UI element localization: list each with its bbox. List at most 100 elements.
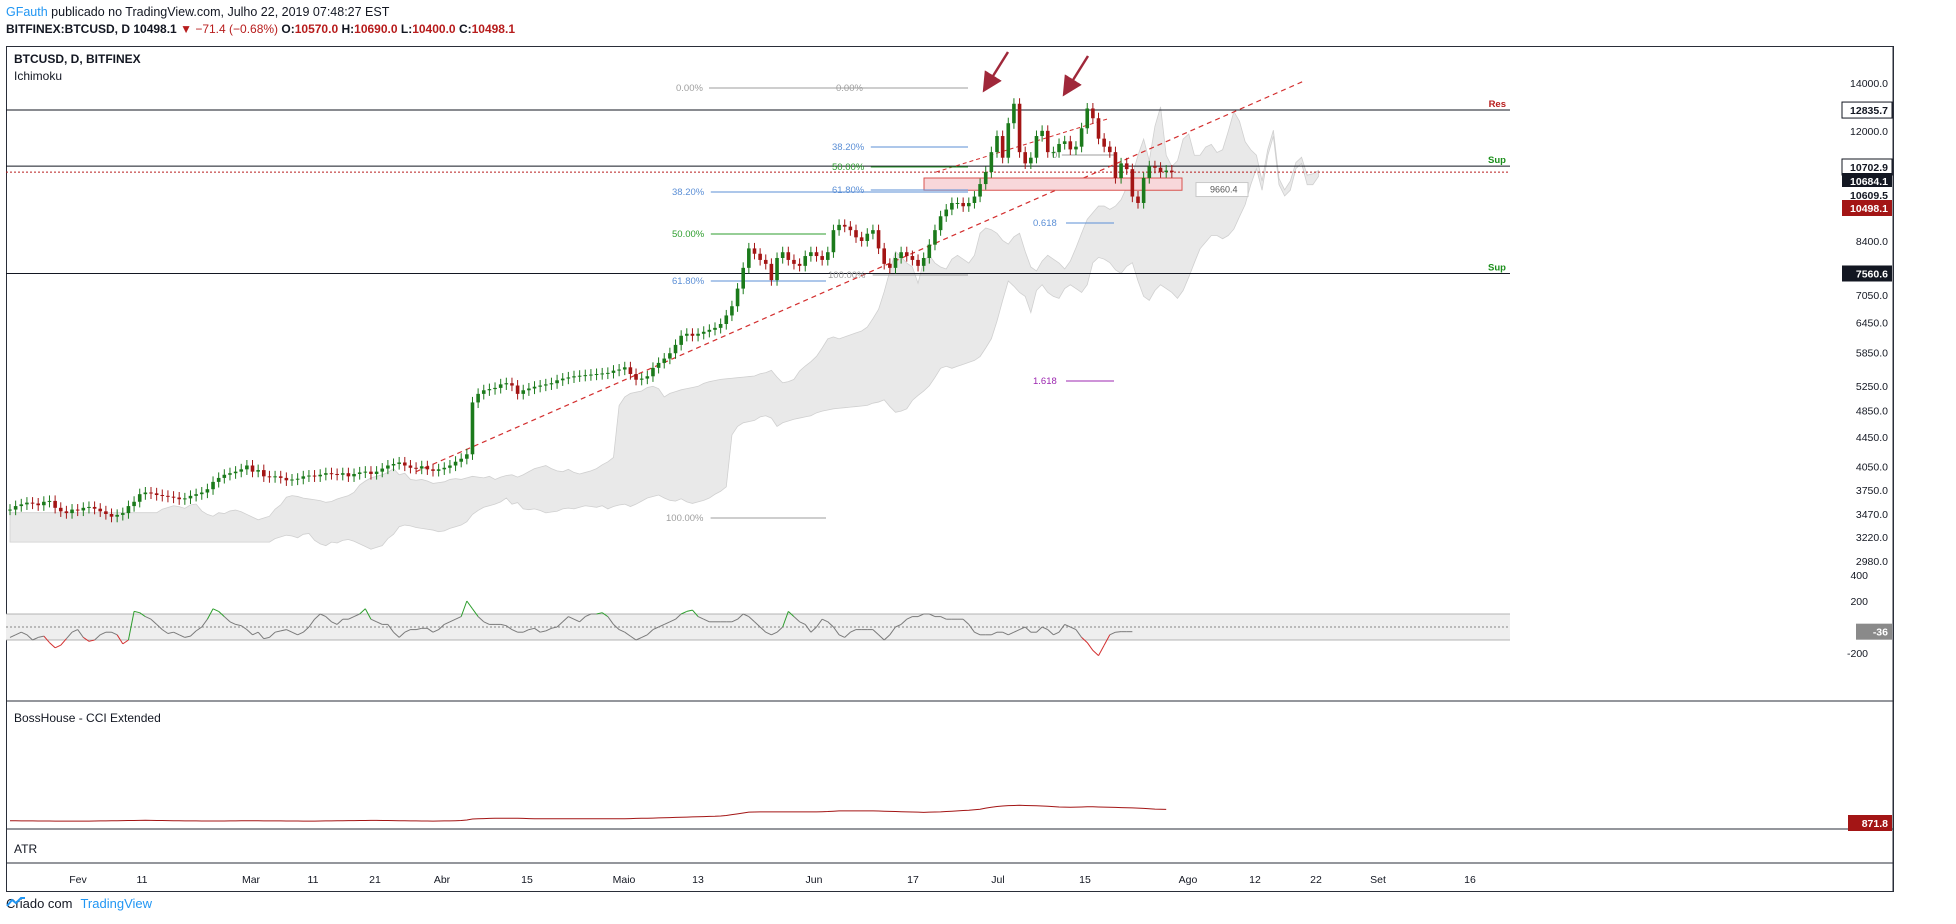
cci-segment <box>246 629 253 636</box>
candle <box>555 380 559 384</box>
price-badge <box>1842 265 1892 282</box>
cci-segment <box>1002 631 1009 636</box>
candle <box>1124 163 1129 170</box>
candle <box>859 237 864 241</box>
cci-segment <box>472 608 479 617</box>
candle <box>329 473 334 475</box>
candle <box>414 467 418 469</box>
price-change: −71.4 (−0.68%) <box>195 22 279 36</box>
cci-segment <box>528 627 535 631</box>
x-tick-label: Mar <box>242 874 261 886</box>
trend-line-short <box>935 117 1110 173</box>
candle <box>679 335 683 345</box>
fib-label: 0.00% <box>836 83 863 94</box>
low-value: 10400.0 <box>412 22 456 36</box>
cci-segment <box>810 626 817 633</box>
candle <box>826 252 830 260</box>
candle <box>831 230 836 253</box>
cci-segment <box>1013 629 1020 633</box>
fib-label: 38.20% <box>672 187 705 198</box>
candle <box>211 481 215 490</box>
candle <box>1074 146 1078 150</box>
x-tick-label: 16 <box>1464 874 1476 886</box>
arrow-icon <box>982 51 1010 93</box>
high-label: H: <box>341 22 355 36</box>
candle <box>713 327 717 330</box>
candle <box>481 390 486 394</box>
cci-segment <box>968 624 975 633</box>
cci-segment <box>1092 650 1099 656</box>
candle <box>927 244 932 258</box>
cci-segment <box>889 626 896 636</box>
arrow-icon <box>1062 55 1090 97</box>
x-tick-label: Abr <box>434 874 451 886</box>
cci-segment <box>319 613 327 618</box>
tradingview-link[interactable]: TradingView <box>80 896 153 911</box>
candle <box>521 390 526 394</box>
candle <box>498 384 503 388</box>
candle <box>493 387 497 390</box>
author-name[interactable]: GFauth <box>6 5 48 19</box>
cci-segment <box>1081 637 1088 643</box>
cci-segment <box>607 616 614 625</box>
y-tick-label: 6450.0 <box>1856 318 1888 330</box>
cci-tick-label: 400 <box>1850 570 1868 582</box>
candle <box>1113 152 1118 179</box>
candle <box>803 256 808 266</box>
cci-segment <box>240 625 248 631</box>
cci-segment <box>534 627 541 633</box>
candle <box>1000 136 1005 158</box>
cci-segment <box>387 624 394 633</box>
candle <box>741 267 745 289</box>
candle <box>718 323 723 328</box>
candle <box>622 367 627 370</box>
candle <box>1085 108 1090 129</box>
price-badge-label: 10609.5 <box>1850 190 1888 202</box>
cci-segment <box>54 644 61 649</box>
fib-label: 0 <box>1052 150 1057 161</box>
x-tick-label: Set <box>1370 874 1386 886</box>
cci-segment <box>906 616 913 620</box>
candle <box>1051 152 1056 154</box>
candle <box>369 471 373 474</box>
candle <box>284 477 289 481</box>
cci-segment <box>540 630 546 633</box>
price-badge <box>1842 200 1892 216</box>
candle <box>944 209 949 217</box>
candle <box>301 476 306 479</box>
cci-segment <box>235 623 242 627</box>
y-tick-label: 4450.0 <box>1856 432 1888 444</box>
cci-segment <box>562 616 569 623</box>
cci-segment <box>195 626 203 632</box>
x-tick-label: 21 <box>369 874 381 886</box>
candle <box>98 508 103 512</box>
cci-segment <box>393 631 400 638</box>
cci-segment <box>680 610 688 615</box>
candle <box>346 473 351 477</box>
candle <box>216 477 221 482</box>
candle <box>656 362 661 368</box>
ichimoku-cloud <box>9 106 1319 550</box>
candle <box>735 288 740 307</box>
candle <box>53 500 57 508</box>
candle <box>837 224 841 231</box>
cci-segment <box>38 635 44 638</box>
x-tick-label: 17 <box>907 874 919 886</box>
cci-segment <box>1047 629 1054 636</box>
candle <box>1108 146 1112 153</box>
chart-area[interactable]: BTCUSD, D, BITFINEX Ichimoku BossHouse -… <box>6 46 1894 906</box>
cci-segment <box>1019 626 1026 631</box>
candle <box>267 476 272 478</box>
candle <box>876 230 881 249</box>
cci-segment <box>1064 623 1071 628</box>
cci-segment <box>122 639 129 645</box>
candle <box>143 492 148 495</box>
cci-segment <box>613 624 620 630</box>
chart-svg[interactable]: BTCUSD, D, BITFINEX Ichimoku BossHouse -… <box>6 46 1894 892</box>
cci-segment <box>1109 631 1116 636</box>
last-price: 10498.1 <box>133 22 177 36</box>
cci-segment <box>827 621 834 628</box>
y-tick-label: 8400.0 <box>1856 236 1888 248</box>
cci-segment <box>444 621 451 625</box>
cci-segment <box>348 616 355 620</box>
